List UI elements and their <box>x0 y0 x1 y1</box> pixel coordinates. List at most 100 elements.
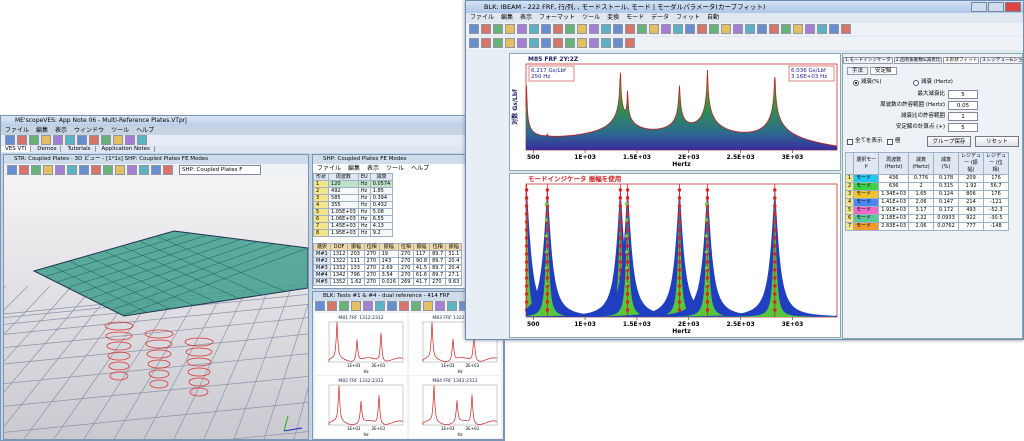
toolbar-icon[interactable] <box>113 135 123 145</box>
toolbar-icon[interactable] <box>481 24 491 34</box>
cell[interactable]: モード <box>853 190 880 199</box>
toolbar-icon[interactable] <box>19 165 29 175</box>
window-button[interactable] <box>988 2 1004 12</box>
toolbar-icon[interactable] <box>745 24 755 34</box>
toolbar-icon[interactable] <box>7 165 17 175</box>
menu-item[interactable]: 変換 <box>607 14 620 21</box>
toolbar-icon[interactable] <box>137 135 147 145</box>
cell[interactable]: 6 <box>844 214 855 223</box>
toolbar-icon[interactable] <box>673 24 683 34</box>
toolbar-icon[interactable] <box>505 24 515 34</box>
cell[interactable]: 2 <box>312 187 330 195</box>
toolbar-icon[interactable] <box>91 165 101 175</box>
toolbar-icon[interactable] <box>351 301 361 311</box>
cell[interactable]: 1 <box>312 180 330 188</box>
button[interactable]: リセット <box>975 136 1019 147</box>
toolbar-icon[interactable] <box>685 24 695 34</box>
toolbar-icon[interactable] <box>53 135 63 145</box>
toolbar-icon[interactable] <box>17 135 27 145</box>
menu-item[interactable]: ヘルプ <box>411 165 430 172</box>
menu-item[interactable]: 表示 <box>367 165 380 172</box>
toolbar-icon[interactable] <box>613 24 623 34</box>
toolbar-icon[interactable] <box>577 38 587 48</box>
toolbar-icon[interactable] <box>721 24 731 34</box>
toolbar-icon[interactable] <box>541 24 551 34</box>
radio[interactable] <box>913 80 919 86</box>
toolbar-icon[interactable] <box>387 301 397 311</box>
menu-item[interactable]: 編集 <box>348 165 361 172</box>
field-input[interactable]: 1 <box>948 112 978 121</box>
toolbar-icon[interactable] <box>517 38 527 48</box>
tab[interactable]: Application Notes <box>97 146 155 152</box>
menu-item[interactable]: 表示 <box>55 127 68 134</box>
toolbar-icon[interactable] <box>163 165 173 175</box>
toolbar-icon[interactable] <box>5 135 15 145</box>
menu-item[interactable]: ツール <box>111 127 130 134</box>
toolbar-icon[interactable] <box>31 165 41 175</box>
field-input[interactable]: 0.05 <box>948 101 978 110</box>
toolbar-icon[interactable] <box>65 135 75 145</box>
toolbar-icon[interactable] <box>769 24 779 34</box>
toolbar-icon[interactable] <box>315 301 325 311</box>
toolbar-icon[interactable] <box>43 165 53 175</box>
toolbar-icon[interactable] <box>589 24 599 34</box>
toolbar-icon[interactable] <box>505 38 515 48</box>
toolbar-icon[interactable] <box>805 24 815 34</box>
menu-item[interactable]: データ <box>651 14 670 21</box>
toolbar-icon[interactable] <box>757 24 767 34</box>
toolbar-icon[interactable] <box>55 165 65 175</box>
subtab[interactable]: 安定解 <box>870 67 897 75</box>
cell[interactable]: モード <box>853 222 880 231</box>
toolbar-icon[interactable] <box>469 38 479 48</box>
menu-item[interactable]: ファイル <box>5 127 30 134</box>
menu-item[interactable]: 編集 <box>36 127 49 134</box>
menu-item[interactable]: モード <box>626 14 645 21</box>
cell[interactable]: 8 <box>312 229 330 237</box>
cell[interactable]: 3 <box>844 190 855 199</box>
toolbar-icon[interactable] <box>493 24 503 34</box>
menu-item[interactable]: ウィンドウ <box>74 127 105 134</box>
toolbar-icon[interactable] <box>613 38 623 48</box>
field-input[interactable]: 5 <box>948 123 978 132</box>
toolbar-icon[interactable] <box>625 24 635 34</box>
toolbar-icon[interactable] <box>589 38 599 48</box>
tab[interactable]: Demos <box>33 146 62 152</box>
cell[interactable]: モード <box>853 198 880 207</box>
toolbar-icon[interactable] <box>411 301 421 311</box>
tab[interactable]: VES VTI <box>1 146 32 152</box>
radio[interactable] <box>853 80 859 86</box>
cell[interactable]: モード <box>853 214 880 223</box>
menu-item[interactable]: ツール <box>582 14 601 21</box>
toolbar-icon[interactable] <box>841 24 851 34</box>
menu-item[interactable]: ファイル <box>317 165 342 172</box>
tab[interactable]: 3.レジデュー&ショープ保存 <box>980 57 1023 64</box>
toolbar-icon[interactable] <box>637 24 647 34</box>
toolbar-icon[interactable] <box>327 301 337 311</box>
tab[interactable]: 3.形状フィット <box>943 57 980 64</box>
toolbar-icon[interactable] <box>553 38 563 48</box>
checkbox[interactable] <box>887 139 893 145</box>
cell[interactable]: 1 <box>844 174 855 183</box>
menu-item[interactable]: ファイル <box>470 14 495 21</box>
toolbar-icon[interactable] <box>363 301 373 311</box>
cell[interactable]: 4 <box>844 198 855 207</box>
toolbar-icon[interactable] <box>733 24 743 34</box>
toolbar-icon[interactable] <box>89 135 99 145</box>
toolbar-icon[interactable] <box>77 135 87 145</box>
toolbar-icon[interactable] <box>601 38 611 48</box>
cell[interactable]: 5 <box>844 206 855 215</box>
field-input[interactable]: 5 <box>948 90 978 99</box>
toolbar-icon[interactable] <box>41 135 51 145</box>
toolbar-icon[interactable] <box>447 301 457 311</box>
window-button[interactable] <box>971 2 987 12</box>
toolbar-icon[interactable] <box>139 165 149 175</box>
toolbar-icon[interactable] <box>101 135 111 145</box>
menu-item[interactable]: 表示 <box>520 14 533 21</box>
tab[interactable]: 2.固有振動数&減衰比 <box>893 57 943 64</box>
toolbar-icon[interactable] <box>79 165 89 175</box>
toolbar-icon[interactable] <box>115 165 125 175</box>
tab[interactable]: 1.モードインジケータ <box>843 57 893 64</box>
toolbar-icon[interactable] <box>625 38 635 48</box>
toolbar-icon[interactable] <box>67 165 77 175</box>
subtab[interactable]: 手法 <box>847 67 869 75</box>
